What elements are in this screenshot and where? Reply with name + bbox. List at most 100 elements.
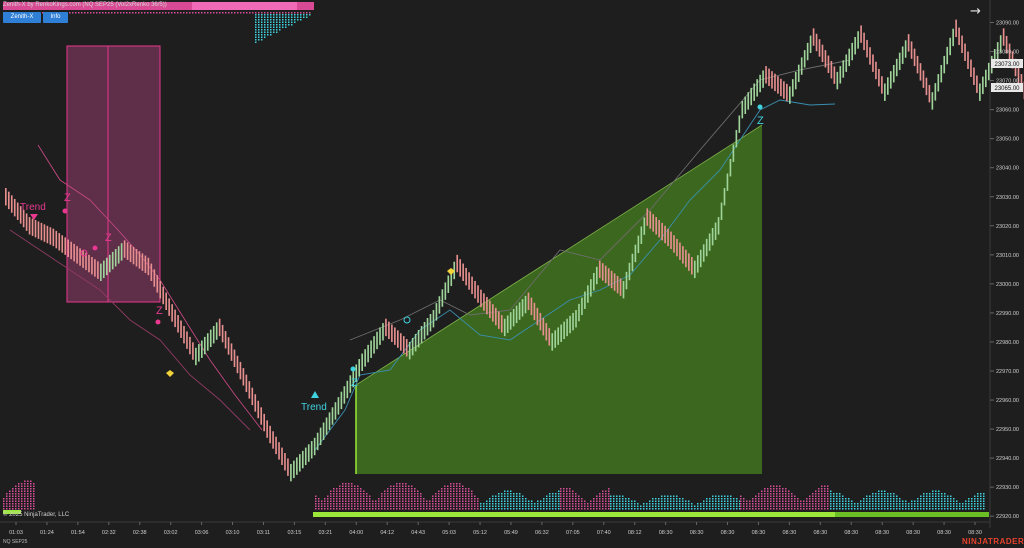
histogram-bull-dots <box>498 493 500 495</box>
renko-bar <box>192 342 194 360</box>
histogram-bear-dots <box>761 495 763 497</box>
renko-bar <box>334 402 337 420</box>
histogram-bull-dots <box>664 495 666 497</box>
top-cyan-dots <box>267 14 269 16</box>
histogram-bear-dots <box>776 490 778 492</box>
histogram-bull-dots <box>866 495 868 497</box>
renko-bar <box>376 331 378 350</box>
histogram-bear-dots <box>596 503 598 505</box>
histogram-bull-dots <box>830 508 832 510</box>
histogram-bear-dots <box>453 485 455 487</box>
histogram-bear-dots <box>821 488 823 490</box>
renko-bar <box>103 260 105 279</box>
renko-bar <box>316 432 319 451</box>
renko-bar <box>934 83 937 101</box>
histogram-bull-dots <box>504 498 506 500</box>
histogram-bull-dots <box>610 495 612 497</box>
histogram-bear-dots <box>785 500 787 502</box>
histogram-bear-dots <box>602 490 604 492</box>
histogram-bear-dots <box>797 500 799 502</box>
histogram-bear-dots <box>596 500 598 502</box>
histogram-bull-dots <box>634 508 636 510</box>
histogram-bull-dots <box>495 495 497 497</box>
histogram-bull-dots <box>540 503 542 505</box>
histogram-bull-dots <box>980 500 982 502</box>
histogram-bear-dots <box>465 508 467 510</box>
renko-bar <box>904 40 907 58</box>
renko-bar <box>533 302 536 321</box>
histogram-bear-dots <box>593 508 595 510</box>
zenith-x-button[interactable]: Zenith-X <box>3 12 41 23</box>
histogram-bull-dots <box>507 498 509 500</box>
histogram-bull-dots <box>914 505 916 507</box>
x-tick-label: 05:12 <box>473 530 487 536</box>
histogram-bear-dots <box>827 508 829 510</box>
histogram-bull-dots <box>492 498 494 500</box>
histogram-bear-dots <box>563 493 565 495</box>
histogram-bear-dots <box>333 488 335 490</box>
top-cyan-dots <box>264 29 266 31</box>
histogram-bear-dots <box>21 503 23 505</box>
histogram-bear-dots <box>590 503 592 505</box>
renko-bar <box>833 66 836 84</box>
info-button[interactable]: Info <box>43 12 68 23</box>
histogram-bear-dots <box>797 508 799 510</box>
histogram-bear-dots <box>815 503 817 505</box>
renko-bar <box>907 34 910 52</box>
top-strip-dots <box>192 12 194 14</box>
histogram-bull-dots <box>504 503 506 505</box>
histogram-bear-dots <box>782 508 784 510</box>
renko-bar <box>85 252 87 271</box>
renko-bar <box>738 115 741 133</box>
histogram-bear-dots <box>372 500 374 502</box>
histogram-bull-dots <box>676 503 678 505</box>
histogram-bull-dots <box>531 503 533 505</box>
histogram-bear-dots <box>399 485 401 487</box>
histogram-bear-dots <box>441 495 443 497</box>
histogram-bear-dots <box>447 503 449 505</box>
top-cyan-dots <box>276 16 278 18</box>
histogram-bull-dots <box>667 505 669 507</box>
histogram-bull-dots <box>676 505 678 507</box>
renko-bar <box>123 240 126 258</box>
histogram-bear-dots <box>462 495 464 497</box>
histogram-bear-dots <box>818 503 820 505</box>
histogram-bull-dots <box>534 505 536 507</box>
histogram-bear-dots <box>366 500 368 502</box>
histogram-bear-dots <box>399 488 401 490</box>
top-strip-dots <box>84 12 86 14</box>
top-cyan-dots <box>273 19 275 21</box>
histogram-bull-dots <box>679 508 681 510</box>
histogram-bull-dots <box>525 505 527 507</box>
histogram-bear-dots <box>821 485 823 487</box>
histogram-bear-dots <box>414 490 416 492</box>
histogram-bull-dots <box>938 508 940 510</box>
top-cyan-dots <box>255 39 257 41</box>
histogram-bull-dots <box>929 493 931 495</box>
histogram-bear-dots <box>30 505 32 507</box>
histogram-bear-dots <box>327 505 329 507</box>
histogram-bull-dots <box>980 505 982 507</box>
x-tick-label: 08:30 <box>721 530 735 536</box>
histogram-bull-dots <box>549 498 551 500</box>
renko-bar <box>993 49 996 67</box>
renko-bar <box>340 391 343 410</box>
arrow-right-icon[interactable]: → <box>970 4 981 19</box>
renko-bar <box>812 28 815 46</box>
histogram-bear-dots <box>423 508 425 510</box>
renko-bar <box>593 272 595 291</box>
histogram-bull-dots <box>558 490 560 492</box>
histogram-bear-dots <box>33 498 35 500</box>
top-strip-dots <box>75 12 77 14</box>
renko-bar <box>408 341 411 360</box>
histogram-bull-dots <box>724 495 726 497</box>
histogram-bear-dots <box>12 503 14 505</box>
histogram-bear-dots <box>788 503 790 505</box>
histogram-bull-dots <box>842 508 844 510</box>
histogram-bull-dots <box>552 505 554 507</box>
histogram-bull-dots <box>697 505 699 507</box>
top-strip-dots <box>210 12 212 14</box>
bull-trend-arrow-icon <box>311 391 319 398</box>
top-cyan-dots <box>267 21 269 23</box>
